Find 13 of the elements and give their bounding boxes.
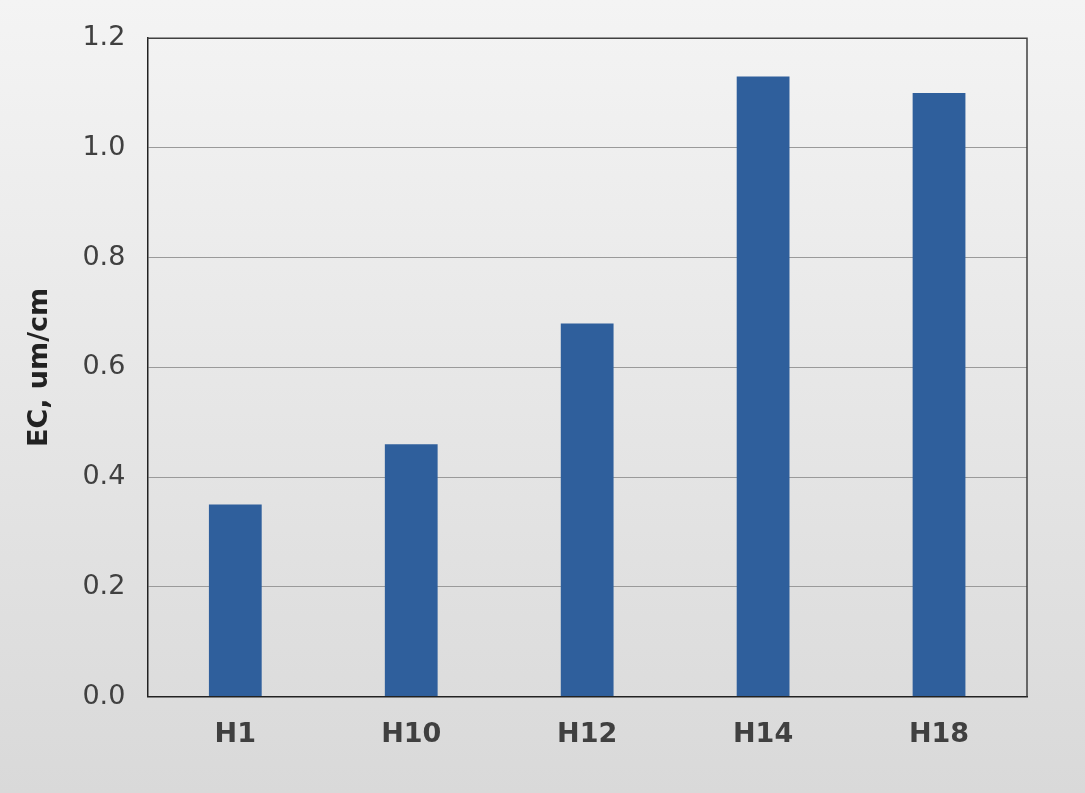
x-tick-label: H18 [908, 716, 970, 748]
x-tick-label: H1 [214, 716, 256, 748]
y-axis-title: EC, um/cm [22, 287, 54, 448]
y-tick-label: 0.0 [82, 678, 126, 710]
y-tick-label: 1.2 [82, 20, 126, 52]
x-tick-label: H14 [733, 716, 794, 748]
y-tick-label: 1.0 [82, 129, 126, 161]
x-tick-label: H10 [381, 716, 442, 748]
y-tick-label: 0.2 [82, 568, 126, 600]
y-tick-label: 0.8 [82, 239, 126, 271]
y-tick-label: 0.4 [82, 459, 126, 491]
y-tick-label: 0.6 [82, 349, 126, 381]
x-tick-label: H12 [557, 716, 618, 748]
